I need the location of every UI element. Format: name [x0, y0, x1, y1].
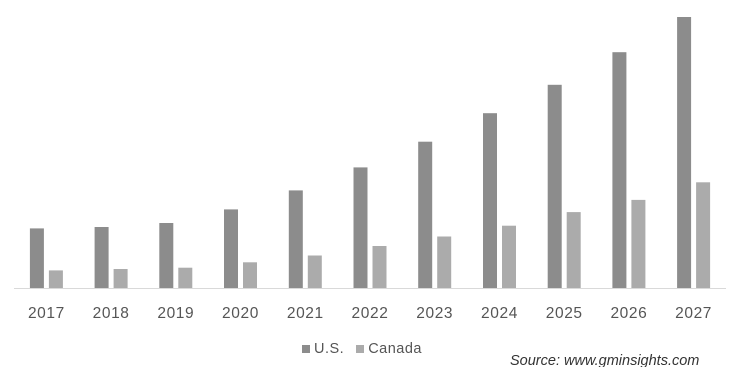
bar-canada-2019: [178, 267, 193, 288]
bars-layer: [29, 17, 711, 289]
x-tick-label-2020: 2020: [222, 305, 259, 322]
x-tick-label-2021: 2021: [287, 305, 324, 322]
x-tick-label-2024: 2024: [481, 305, 518, 322]
bar-canada-2024: [502, 225, 516, 288]
bar-us-2017: [29, 228, 44, 288]
x-tick-label-2023: 2023: [416, 305, 453, 322]
x-tick-label-2017: 2017: [28, 305, 65, 322]
legend-swatch-canada: [356, 345, 365, 353]
x-tick-label-2025: 2025: [546, 305, 583, 322]
bar-us-2018: [94, 227, 109, 288]
x-tick-label-2027: 2027: [675, 305, 712, 322]
x-tick-label-2019: 2019: [157, 305, 194, 322]
bar-us-2022: [353, 167, 368, 288]
bar-canada-2018: [113, 269, 128, 288]
legend-label-us: U.S.: [314, 341, 345, 357]
legend-item-us: U.S.: [302, 341, 344, 357]
bar-us-2027: [677, 17, 692, 288]
legend: U.S. Canada: [302, 341, 434, 357]
bar-us-2021: [288, 190, 303, 288]
legend-item-canada: Canada: [356, 341, 422, 357]
x-tick-labels: 2017 2018 2019 2020 2021 2022 2023 2024 2025 2026…: [28, 305, 712, 322]
source-note: Source: www.gminsights.com: [510, 353, 700, 367]
bar-canada-2020: [243, 262, 257, 288]
bar-us-2025: [547, 84, 562, 289]
legend-swatch-us: [302, 345, 310, 353]
bar-us-2024: [483, 113, 497, 288]
bar-canada-2022: [372, 246, 387, 288]
bar-canada-2025: [566, 212, 581, 288]
x-tick-label-2022: 2022: [352, 305, 389, 322]
bar-canada-2027: [696, 182, 711, 288]
bar-us-2026: [612, 52, 627, 289]
bar-us-2020: [224, 209, 238, 288]
bar-canada-2023: [437, 236, 452, 288]
bar-canada-2021: [307, 255, 322, 288]
legend-label-canada: Canada: [368, 341, 422, 357]
bar-canada-2026: [631, 199, 646, 288]
bar-us-2019: [159, 223, 174, 288]
bar-canada-2017: [48, 270, 63, 288]
x-tick-label-2018: 2018: [93, 305, 130, 322]
bar-us-2023: [418, 141, 433, 288]
x-tick-label-2026: 2026: [610, 305, 647, 322]
